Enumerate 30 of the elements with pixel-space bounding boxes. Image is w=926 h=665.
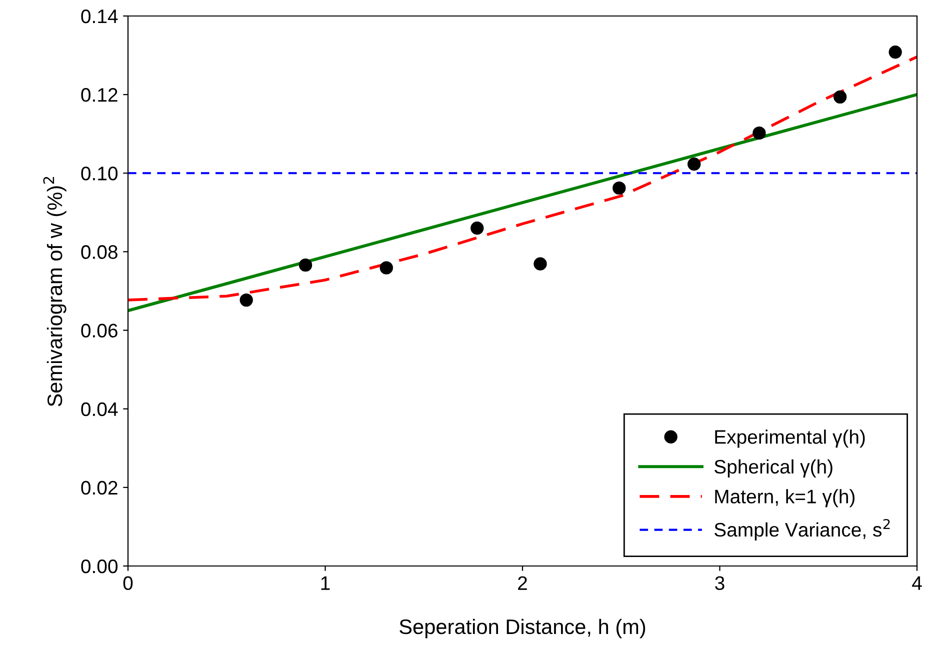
- point: [612, 181, 626, 195]
- x-tick-label: 1: [321, 576, 330, 590]
- x-tick-label: 3: [715, 576, 724, 590]
- x-tick-label: 2: [518, 576, 527, 590]
- point: [688, 158, 701, 171]
- legend-label: Matern, k=1 γ(h): [715, 489, 855, 508]
- y-tick-label: 0.14: [81, 9, 118, 24]
- x-axis-title: Seperation Distance, h (m): [400, 618, 646, 638]
- y-tick-label: 0.00: [81, 559, 118, 574]
- point: [888, 46, 902, 59]
- point: [380, 261, 393, 274]
- point: [833, 90, 847, 104]
- point: [752, 126, 766, 140]
- line-series: [128, 55, 917, 302]
- y-tick-label: 0.10: [81, 166, 118, 180]
- y-tick-label: 0.02: [81, 480, 118, 495]
- legend-label: Spherical γ(h): [714, 459, 832, 478]
- y-tick-label: 0.06: [81, 324, 118, 338]
- point: [470, 222, 484, 235]
- legend-label: Sample Variance, s$^{2}$: [714, 518, 890, 541]
- legend-label: Experimental γ(h): [715, 430, 865, 448]
- y-axis-title: Semivariogram of w (%)$^{2}$: [43, 176, 66, 406]
- y-tick-label: 0.08: [81, 245, 118, 259]
- y-tick-label: 0.04: [81, 402, 118, 416]
- point: [534, 257, 547, 270]
- x-tick-label: 4: [912, 576, 922, 590]
- point: [298, 258, 312, 272]
- x-tick-label: 0: [123, 576, 133, 590]
- point: [240, 293, 253, 307]
- y-tick-label: 0.12: [81, 88, 118, 102]
